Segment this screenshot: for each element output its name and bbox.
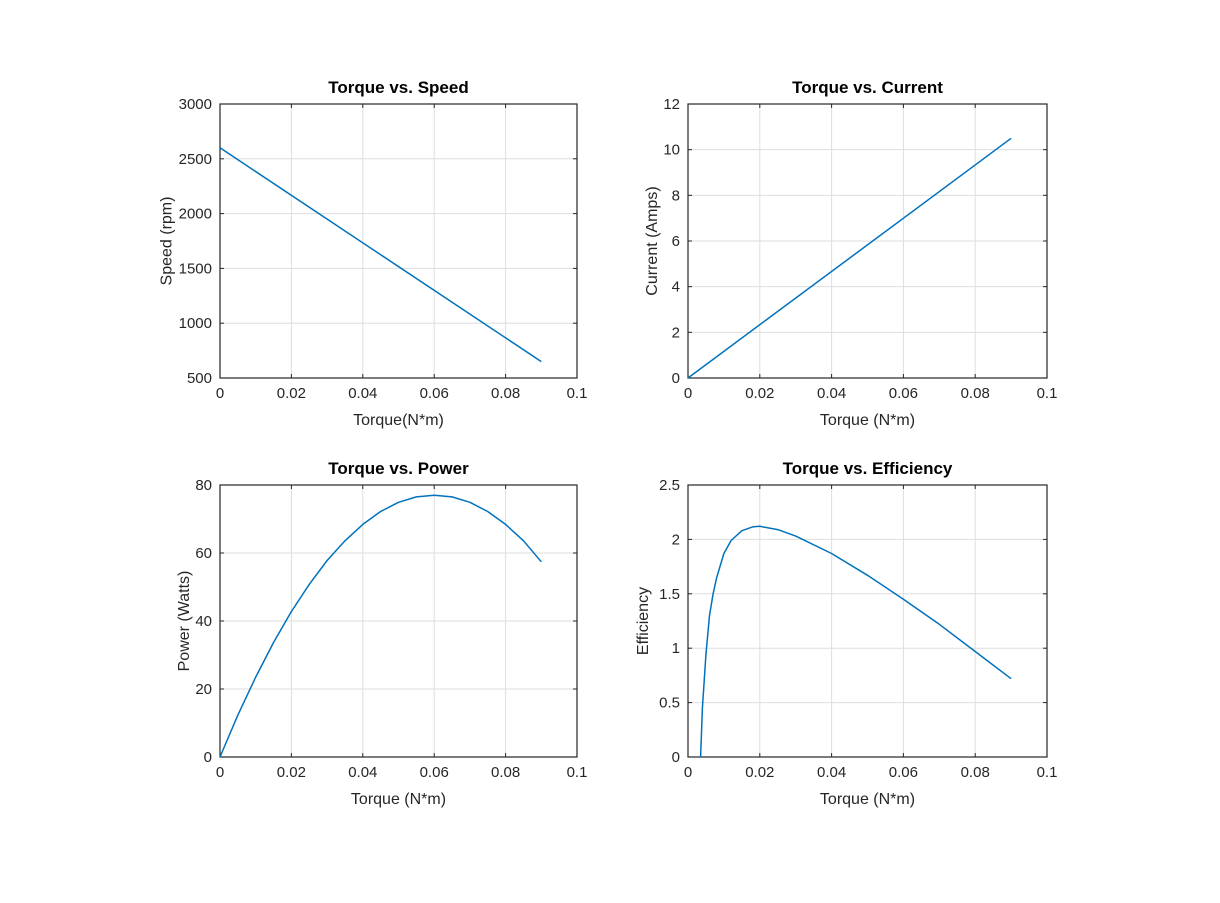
y-tick-label: 1 <box>672 640 680 657</box>
y-tick-label: 40 <box>195 613 212 630</box>
x-tick-label: 0 <box>216 385 224 402</box>
y-axis-label: Speed (rpm) <box>159 197 176 286</box>
x-tick-label: 0 <box>216 764 224 781</box>
y-tick-label: 3000 <box>179 96 212 113</box>
x-tick-label: 0.06 <box>420 385 449 402</box>
x-axis-label: Torque (N*m) <box>820 791 915 808</box>
x-tick-label: 0.02 <box>277 385 306 402</box>
x-tick-label: 0.02 <box>745 385 774 402</box>
x-axis-label: Torque (N*m) <box>820 412 915 429</box>
series-line <box>219 494 542 758</box>
series-line <box>699 525 1012 758</box>
x-tick-label: 0.08 <box>961 764 990 781</box>
axes-box <box>219 484 578 758</box>
y-tick-label: 4 <box>672 279 680 296</box>
series-line <box>687 137 1012 379</box>
y-tick-label: 0.5 <box>659 695 680 712</box>
y-tick-label: 2500 <box>179 151 212 168</box>
x-tick-label: 0.08 <box>491 385 520 402</box>
x-tick-label: 0.04 <box>817 385 846 402</box>
plot-area <box>220 104 577 378</box>
x-axis-label: Torque(N*m) <box>353 412 444 429</box>
y-tick-label: 8 <box>672 187 680 204</box>
x-tick-label: 0.02 <box>277 764 306 781</box>
y-tick-label: 10 <box>663 142 680 159</box>
y-tick-label: 20 <box>195 681 212 698</box>
y-tick-label: 0 <box>204 749 212 766</box>
chart-title: Torque vs. Efficiency <box>783 459 953 478</box>
y-tick-label: 12 <box>663 96 680 113</box>
x-tick-label: 0.1 <box>1037 764 1058 781</box>
x-tick-label: 0.04 <box>817 764 846 781</box>
y-axis-label: Current (Amps) <box>644 186 661 295</box>
y-axis-label: Efficiency <box>635 587 652 655</box>
axes-box <box>687 484 1048 758</box>
chart-title: Torque vs. Speed <box>328 78 468 97</box>
y-tick-label: 2000 <box>179 206 212 223</box>
x-tick-label: 0 <box>684 764 692 781</box>
x-tick-label: 0.06 <box>889 764 918 781</box>
y-tick-label: 1500 <box>179 260 212 277</box>
x-tick-label: 0.1 <box>1037 385 1058 402</box>
subplot-4: 0 0.02 0.04 0.06 0.08 0.1 0 0.5 1 1.5 2 2.5 Torque v… <box>635 459 1057 808</box>
x-tick-label: 0 <box>684 385 692 402</box>
chart-title: Torque vs. Power <box>328 459 469 478</box>
x-tick-label: 0.04 <box>348 764 377 781</box>
y-tick-label: 80 <box>195 477 212 494</box>
subplot-2: 0 0.02 0.04 0.06 0.08 0.1 0 2 4 6 8 10 12 Torque vs. … <box>644 78 1058 429</box>
x-tick-label: 0.1 <box>567 764 588 781</box>
x-tick-label: 0.06 <box>420 764 449 781</box>
series-line <box>219 147 542 363</box>
y-axis-label: Power (Watts) <box>176 571 193 672</box>
y-tick-label: 2 <box>672 324 680 341</box>
plot-area <box>688 485 1047 757</box>
x-axis-label: Torque (N*m) <box>351 791 446 808</box>
x-tick-label: 0.08 <box>491 764 520 781</box>
x-tick-label: 0.02 <box>745 764 774 781</box>
y-tick-label: 60 <box>195 545 212 562</box>
y-tick-label: 1.5 <box>659 586 680 603</box>
chart-title: Torque vs. Current <box>792 78 943 97</box>
y-tick-label: 0 <box>672 370 680 387</box>
axes-box <box>687 103 1048 379</box>
subplot-3: 0 0.02 0.04 0.06 0.08 0.1 0 20 40 60 80 Torque vs. … <box>176 459 588 808</box>
y-tick-label: 1000 <box>179 315 212 332</box>
y-tick-label: 2 <box>672 531 680 548</box>
x-tick-label: 0.1 <box>567 385 588 402</box>
x-tick-label: 0.04 <box>348 385 377 402</box>
y-tick-label: 6 <box>672 233 680 250</box>
y-tick-label: 0 <box>672 749 680 766</box>
y-tick-label: 500 <box>187 370 212 387</box>
x-tick-label: 0.06 <box>889 385 918 402</box>
y-tick-label: 2.5 <box>659 477 680 494</box>
x-tick-label: 0.08 <box>961 385 990 402</box>
axes-box <box>219 103 578 379</box>
subplot-1: 0 0.02 0.04 0.06 0.08 0.1 500 1000 1500 2000 2500 3… <box>159 78 588 429</box>
